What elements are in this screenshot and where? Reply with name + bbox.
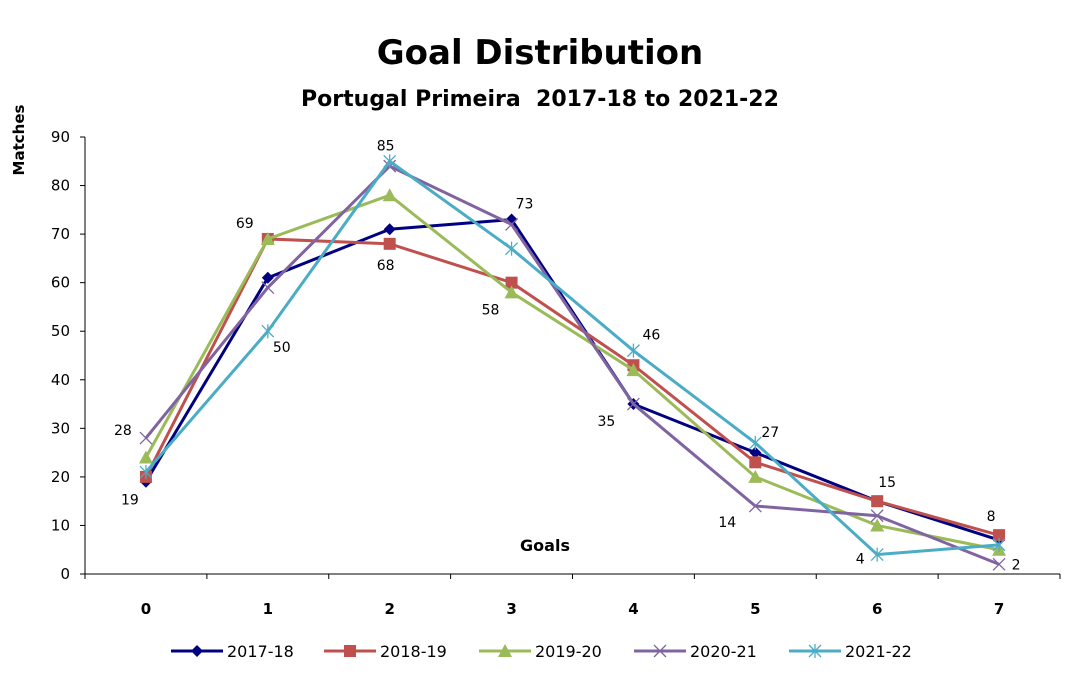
data-point bbox=[505, 241, 519, 256]
data-point bbox=[505, 217, 519, 231]
y-tick-label: 40 bbox=[51, 371, 70, 389]
data-label: 27 bbox=[761, 425, 779, 441]
data-label: 4 bbox=[856, 552, 865, 568]
data-label: 14 bbox=[718, 515, 736, 531]
data-label: 2 bbox=[1012, 557, 1021, 573]
series-2021-22 bbox=[139, 154, 1006, 562]
data-point bbox=[261, 271, 274, 284]
data-point bbox=[749, 456, 762, 469]
x-tick-label: 5 bbox=[750, 600, 760, 618]
data-point bbox=[992, 537, 1006, 552]
y-tick-label: 20 bbox=[51, 468, 70, 486]
data-label: 28 bbox=[114, 423, 132, 439]
data-point bbox=[383, 154, 397, 169]
y-tick-label: 50 bbox=[51, 322, 70, 340]
data-label: 19 bbox=[121, 493, 139, 509]
data-point bbox=[749, 446, 762, 459]
data-point bbox=[870, 509, 884, 523]
series-2019-20 bbox=[138, 188, 1007, 556]
data-point bbox=[870, 518, 885, 532]
data-point bbox=[748, 435, 762, 450]
legend-item-2017-18: 2017-18 bbox=[171, 642, 294, 661]
data-label: 69 bbox=[236, 216, 254, 232]
y-tick-label: 30 bbox=[51, 419, 70, 437]
series-line bbox=[144, 217, 1000, 542]
legend-label: 2018-19 bbox=[380, 642, 447, 661]
x-tick-label: 0 bbox=[141, 600, 151, 618]
legend-marker bbox=[191, 645, 203, 657]
series-2018-19 bbox=[139, 232, 1006, 542]
y-tick-label: 70 bbox=[51, 225, 70, 243]
series-line bbox=[144, 237, 1000, 537]
data-label: 46 bbox=[643, 328, 661, 344]
series-2020-21 bbox=[139, 159, 1006, 571]
data-point bbox=[139, 465, 153, 480]
x-tick-label: 2 bbox=[384, 600, 394, 618]
data-point bbox=[138, 450, 153, 464]
x-tick-label: 4 bbox=[628, 600, 638, 618]
data-point bbox=[626, 363, 641, 377]
y-tick-label: 0 bbox=[60, 565, 70, 583]
data-point bbox=[870, 547, 884, 562]
data-label: 85 bbox=[377, 138, 395, 154]
chart-subtitle: Portugal Primeira 2017-18 to 2021-22 bbox=[301, 87, 779, 112]
legend-label: 2021-22 bbox=[845, 642, 912, 661]
x-tick-label: 1 bbox=[263, 600, 273, 618]
data-point bbox=[139, 431, 153, 445]
data-point bbox=[382, 188, 397, 202]
data-label: 73 bbox=[516, 197, 534, 213]
y-tick-label: 60 bbox=[51, 274, 70, 292]
data-point bbox=[626, 343, 640, 358]
legend-item-2019-20: 2019-20 bbox=[479, 642, 602, 661]
data-point bbox=[504, 285, 519, 299]
legend-marker bbox=[344, 645, 356, 657]
data-point bbox=[261, 324, 275, 339]
data-label: 35 bbox=[598, 414, 616, 430]
series-line bbox=[144, 193, 1000, 552]
legend-marker bbox=[653, 644, 667, 658]
data-point bbox=[748, 469, 763, 483]
data-point bbox=[993, 529, 1006, 542]
chart-title: Goal Distribution bbox=[377, 33, 704, 73]
series-line bbox=[144, 164, 1000, 566]
legend-item-2020-21: 2020-21 bbox=[634, 642, 757, 661]
data-point bbox=[260, 231, 275, 245]
legend-marker bbox=[808, 644, 822, 658]
data-point bbox=[383, 237, 396, 250]
x-tick-label: 3 bbox=[506, 600, 516, 618]
data-label: 15 bbox=[878, 475, 896, 491]
y-tick-label: 10 bbox=[51, 516, 70, 534]
data-label: 68 bbox=[377, 258, 395, 274]
data-point bbox=[871, 495, 884, 508]
data-label: 8 bbox=[987, 509, 996, 525]
data-point bbox=[992, 557, 1006, 571]
data-point bbox=[505, 276, 518, 289]
legend-label: 2019-20 bbox=[535, 642, 602, 661]
legend-item-2021-22: 2021-22 bbox=[789, 642, 912, 661]
y-tick-label: 80 bbox=[51, 177, 70, 195]
data-label: 50 bbox=[273, 340, 291, 356]
series-line bbox=[144, 159, 1000, 557]
x-tick-label: 7 bbox=[994, 600, 1004, 618]
x-axis-label: Goals bbox=[520, 536, 570, 555]
data-point bbox=[748, 499, 762, 513]
y-tick-label: 90 bbox=[51, 128, 70, 146]
data-point bbox=[261, 281, 275, 294]
data-point bbox=[383, 223, 396, 236]
legend-label: 2020-21 bbox=[690, 642, 757, 661]
legend-marker bbox=[498, 644, 512, 657]
data-point bbox=[626, 397, 640, 411]
y-axis-label: Matches bbox=[10, 104, 28, 175]
x-tick-label: 6 bbox=[872, 600, 882, 618]
legend-label: 2017-18 bbox=[227, 642, 294, 661]
legend-item-2018-19: 2018-19 bbox=[324, 642, 447, 661]
data-label: 58 bbox=[482, 302, 500, 318]
